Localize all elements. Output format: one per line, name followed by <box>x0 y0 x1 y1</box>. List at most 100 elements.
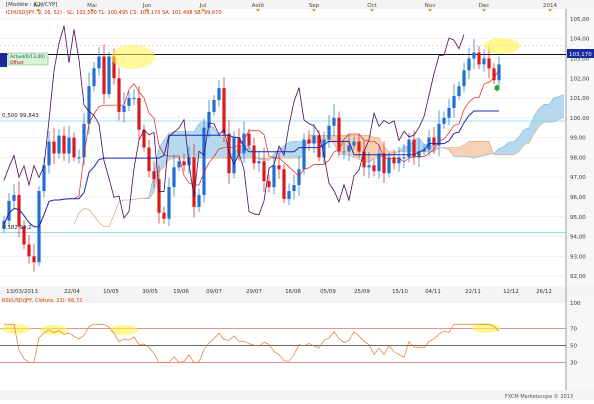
candle-body <box>337 118 340 152</box>
candle-body <box>247 134 250 146</box>
candle-body <box>297 169 300 185</box>
candle-body <box>472 53 475 59</box>
candle-body <box>377 153 380 171</box>
footer-credit: FXCM Marketscope © 2013 <box>505 393 573 400</box>
candle-body <box>347 146 350 152</box>
candle-body <box>257 161 260 163</box>
date-tick-label: 19/06 <box>173 289 189 295</box>
candle-body <box>52 142 55 154</box>
candle-body <box>172 167 175 187</box>
candle-body <box>12 195 15 201</box>
price-tick-label: 98,00 <box>570 155 586 161</box>
candle-body <box>92 68 95 86</box>
candle-body <box>487 58 490 68</box>
cloud-segment <box>289 141 294 158</box>
candle-body <box>222 88 225 134</box>
candle-body <box>77 157 80 158</box>
candle-body <box>7 201 10 221</box>
rsi-tick-label: 70 <box>570 327 577 333</box>
candle-body <box>267 181 270 187</box>
candle-body <box>27 244 30 256</box>
candle-body <box>202 128 205 195</box>
rsi-header-bar <box>0 296 566 303</box>
candle-body <box>332 118 335 126</box>
price-tick-label: 100,00 <box>570 116 590 122</box>
cloud-segment <box>524 128 529 145</box>
candle-body <box>72 138 75 158</box>
candle-body <box>497 64 500 80</box>
candle-body <box>152 171 155 179</box>
candle-body <box>87 86 90 124</box>
candle-body <box>97 56 100 68</box>
candle-body <box>82 124 85 158</box>
date-tick-label: 10/05 <box>103 289 119 295</box>
candle-body <box>282 169 285 199</box>
candle-body <box>372 165 375 171</box>
candle-body <box>212 100 215 112</box>
candle-body <box>157 179 160 213</box>
price-tick-label: 102,00 <box>570 76 590 82</box>
month-label: Jul <box>199 3 207 9</box>
price-tick-label: 93,00 <box>570 254 586 260</box>
candle-body <box>382 153 385 173</box>
arrow-label: Actuel(6/13,40) <box>10 54 45 60</box>
candle-body <box>442 118 445 124</box>
header-model: [Modèle : ICH/CYP] <box>6 1 57 8</box>
candle-body <box>132 98 135 99</box>
candle-body <box>167 187 170 219</box>
candle-body <box>357 142 360 152</box>
rsi-tick-label: 50 <box>570 344 577 350</box>
candle-body <box>182 161 185 165</box>
candle-body <box>362 151 365 167</box>
candle-body <box>67 138 70 154</box>
candle-body <box>452 96 455 108</box>
candle-body <box>327 126 330 140</box>
candle-body <box>462 70 465 86</box>
candle-body <box>252 146 255 164</box>
candle-body <box>177 161 180 167</box>
month-label: Oct <box>367 3 377 9</box>
cloud-segment <box>559 95 564 120</box>
date-tick-label: 15/10 <box>392 289 408 295</box>
rsi-header: RSI(USD/JPY, Clôture, 21): 66,72 <box>2 297 82 304</box>
date-tick-label: 16/08 <box>285 289 301 295</box>
candle-body <box>302 140 305 170</box>
candle-body <box>277 165 280 169</box>
cloud-segment <box>454 148 459 157</box>
candle-body <box>477 53 480 65</box>
candle-body <box>102 56 105 94</box>
price-tick-label: 105,00 <box>570 17 590 23</box>
candle-body <box>432 138 435 146</box>
date-tick-label: 09/07 <box>206 289 222 295</box>
candle-body <box>262 161 265 181</box>
date-tick-label: 29/07 <box>246 289 262 295</box>
candle-body <box>402 157 405 158</box>
rsi-highlight <box>40 325 68 335</box>
candle-body <box>367 165 370 167</box>
date-tick-label: 05/09 <box>320 289 336 295</box>
cloud-segment <box>469 141 474 158</box>
price-tick-label: 97,00 <box>570 175 586 181</box>
candle-body <box>307 140 310 144</box>
date-tick-label: 22/11 <box>465 289 481 295</box>
rsi-tick-label: 30 <box>570 361 577 367</box>
candle-body <box>292 185 295 191</box>
cloud-segment <box>479 141 484 156</box>
candle-body <box>482 58 485 64</box>
candle-body <box>312 136 315 144</box>
cloud-segment <box>509 141 514 154</box>
price-tick-label: 99,00 <box>570 136 586 142</box>
cloud-segment <box>369 135 374 162</box>
month-label: Nov <box>425 3 436 9</box>
month-label: 2014 <box>543 3 557 9</box>
highlight-ellipse <box>111 45 155 69</box>
fib-label-382: 0,382 94,2 <box>2 225 32 231</box>
highlight-ellipse <box>484 38 520 54</box>
date-tick-label: 13/03/2013 <box>6 289 38 295</box>
date-tick-label: 26/12 <box>536 289 552 295</box>
candle-body <box>192 157 195 206</box>
candle-body <box>287 191 290 199</box>
candle-body <box>227 134 230 174</box>
candle-body <box>242 134 245 154</box>
